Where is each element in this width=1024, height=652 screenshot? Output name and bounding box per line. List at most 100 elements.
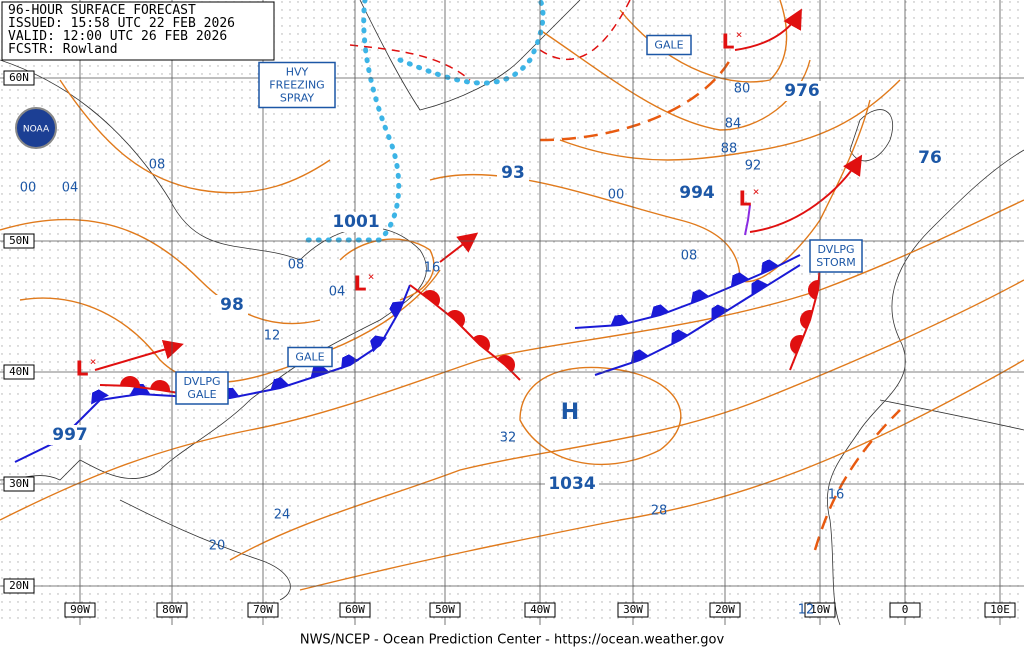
latitude-label: 60N xyxy=(9,71,29,84)
longitude-label: 50W xyxy=(435,603,455,616)
warning-box xyxy=(646,34,692,56)
longitude-label-box xyxy=(339,602,371,618)
longitude-label-box xyxy=(156,602,188,618)
coastlines xyxy=(0,0,1024,626)
pressure-box xyxy=(780,81,824,101)
header-box: 96-HOUR SURFACE FORECAST ISSUED: 15:58 U… xyxy=(1,1,275,61)
low-x: × xyxy=(90,355,97,368)
longitude-label: 90W xyxy=(70,603,90,616)
header-valid: VALID: 12:00 UTC 26 FEB 2026 xyxy=(8,29,227,44)
longitude-label-box xyxy=(617,602,649,618)
warning-text: FREEZING xyxy=(269,79,324,92)
center-pressure: 994 xyxy=(679,183,715,203)
fronts xyxy=(14,0,901,551)
center-pressure: 976 xyxy=(784,81,820,101)
longitude-label: 80W xyxy=(162,603,182,616)
isobar-label: 24 xyxy=(274,508,291,523)
isobar-label: 04 xyxy=(329,285,346,300)
warning-text: DVLPG xyxy=(183,375,220,388)
graticule: 60N 50N 40N 30N 20N 90W 80W 70W 60W 50W 40W 30W 20W 1… xyxy=(0,0,1024,625)
latitude-label: 20N xyxy=(9,579,29,592)
warning-box xyxy=(287,346,333,368)
isobar-label: 84 xyxy=(725,117,742,132)
isobar-label: 16 xyxy=(828,488,845,503)
isobar-label: 00 xyxy=(608,188,625,203)
pressure-box xyxy=(329,212,383,232)
noaa-logo: NOAA xyxy=(15,107,57,149)
longitude-label: 70W xyxy=(253,603,273,616)
low-center: L xyxy=(722,30,735,54)
longitude-label-box xyxy=(889,602,921,618)
warning-text: STORM xyxy=(816,256,856,269)
low-x: × xyxy=(736,28,743,41)
center-pressure: 98 xyxy=(220,295,244,315)
isobar-label: 12 xyxy=(264,329,281,344)
low-center: L xyxy=(76,357,89,381)
longitude-label: 30W xyxy=(623,603,643,616)
longitude-label-box xyxy=(984,602,1016,618)
warning-text: GALE xyxy=(295,351,324,364)
isobar-label: 16 xyxy=(424,261,441,276)
isobar-label: 08 xyxy=(681,249,698,264)
pressure-box xyxy=(545,474,599,494)
high-center: H xyxy=(561,400,579,425)
longitude-label: 10E xyxy=(990,603,1010,616)
warning-box xyxy=(809,239,863,273)
longitude-label: 60W xyxy=(345,603,365,616)
longitude-label-box xyxy=(247,602,279,618)
latitude-label: 50N xyxy=(9,234,29,247)
header-frame xyxy=(1,1,275,61)
isobar-label: 32 xyxy=(500,431,517,446)
latitude-label-box xyxy=(3,476,35,492)
warning-box xyxy=(258,61,336,109)
longitude-label: 0 xyxy=(902,603,909,616)
center-pressure: 76 xyxy=(918,148,942,168)
longitude-label-box xyxy=(709,602,741,618)
low-x: × xyxy=(753,185,760,198)
isobar-label: 28 xyxy=(651,504,668,519)
warning-text: HVY xyxy=(286,66,309,79)
longitude-label-box xyxy=(64,602,96,618)
latitude-label: 30N xyxy=(9,477,29,490)
isobar-label: 08 xyxy=(149,158,166,173)
low-center: L xyxy=(739,187,752,211)
header-forecaster: FCSTR: Rowland xyxy=(8,42,118,57)
footer: NWS/NCEP - Ocean Prediction Center - htt… xyxy=(300,633,725,648)
latitude-label-box xyxy=(3,70,35,86)
longitude-label-box xyxy=(429,602,461,618)
header-title: 96-HOUR SURFACE FORECAST xyxy=(8,3,196,18)
pressure-box xyxy=(216,295,248,315)
isobar-label: 20 xyxy=(209,539,226,554)
isobar-label: 04 xyxy=(62,181,79,196)
pressure-box xyxy=(497,163,529,183)
longitude-label: 20W xyxy=(715,603,735,616)
longitude-label-box xyxy=(524,602,556,618)
logo-text: NOAA xyxy=(23,125,50,135)
longitude-label: 40W xyxy=(530,603,550,616)
center-pressure: 997 xyxy=(52,425,88,445)
isobar-label: 92 xyxy=(745,159,762,174)
pressure-box xyxy=(914,148,946,168)
latitude-label-box xyxy=(3,233,35,249)
pressure-box xyxy=(48,425,92,445)
isobar-label: 80 xyxy=(734,82,751,97)
latitude-label: 40N xyxy=(9,365,29,378)
logo-circle xyxy=(15,107,57,149)
header-issued: ISSUED: 15:58 UTC 22 FEB 2026 xyxy=(8,16,235,31)
longitude-label-box xyxy=(804,602,836,618)
center-pressure: 1001 xyxy=(332,212,379,232)
isobar-label: 08 xyxy=(288,258,305,273)
warning-text: GALE xyxy=(654,39,683,52)
center-pressure: 1034 xyxy=(548,474,595,494)
warning-text: SPRAY xyxy=(280,92,314,105)
center-pressure: 93 xyxy=(501,163,525,183)
isobar-label: 00 xyxy=(20,181,37,196)
latitude-label-box xyxy=(3,578,35,594)
warning-box xyxy=(175,371,229,405)
isobar-label: 12 xyxy=(798,603,815,618)
longitude-label: 10W xyxy=(810,603,830,616)
pressure-box xyxy=(675,183,719,203)
warning-text: DVLPG xyxy=(817,243,854,256)
